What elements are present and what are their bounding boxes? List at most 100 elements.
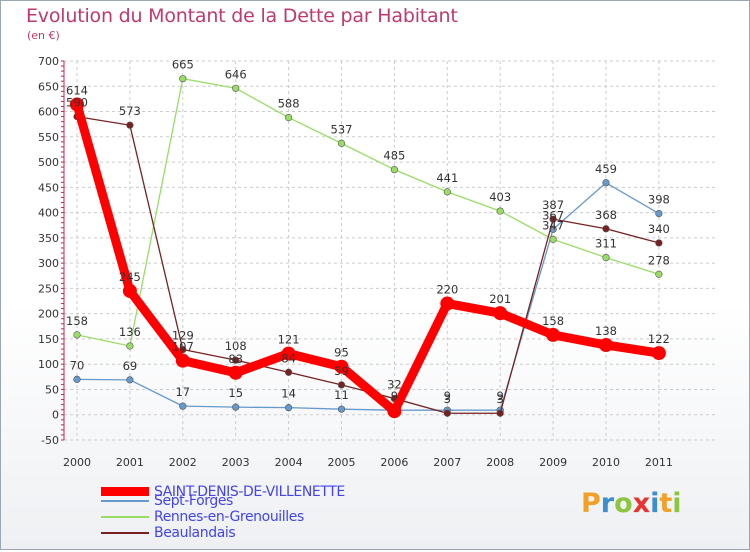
legend-swatch (101, 532, 149, 534)
data-point (126, 376, 134, 384)
data-label: 646 (225, 67, 247, 81)
data-point (334, 359, 349, 374)
chart-title: Evolution du Montant de la Dette par Hab… (26, 5, 458, 27)
data-label: 368 (595, 208, 617, 222)
y-tick-label: 100 (38, 358, 59, 371)
data-point (126, 342, 134, 350)
data-label: 14 (281, 387, 296, 401)
y-tick-label: 50 (45, 383, 59, 396)
data-point (73, 375, 81, 383)
data-point (549, 215, 557, 223)
data-label: 459 (595, 162, 617, 176)
data-label: 398 (648, 193, 670, 207)
data-label: 158 (542, 314, 564, 328)
data-point (122, 283, 137, 298)
data-point (655, 270, 663, 278)
data-point (655, 239, 663, 247)
x-tick-label: 2007 (433, 456, 461, 469)
data-point (73, 331, 81, 339)
logo-letter: P (581, 488, 601, 519)
data-point (175, 353, 190, 368)
x-tick-label: 2009 (539, 456, 567, 469)
data-label: 403 (489, 190, 511, 204)
data-label: 129 (172, 329, 194, 343)
y-tick-label: 650 (38, 80, 59, 93)
data-label: 158 (66, 314, 88, 328)
data-point (599, 337, 613, 352)
legend-label: Sept-Forges (154, 493, 233, 509)
data-label: 17 (175, 385, 190, 399)
data-point (496, 207, 504, 215)
data-label: 485 (383, 149, 405, 163)
y-tick-label: 300 (38, 257, 59, 270)
data-point (602, 225, 610, 233)
y-tick-label: 400 (38, 207, 59, 220)
x-tick-label: 2003 (222, 456, 250, 469)
y-tick-label: 450 (38, 181, 59, 194)
data-label: 69 (123, 359, 138, 373)
data-label: 441 (436, 171, 458, 185)
data-point (443, 188, 451, 196)
legend-swatch (101, 500, 149, 502)
data-label: 70 (70, 358, 85, 372)
data-point (496, 409, 504, 417)
x-tick-label: 2000 (63, 456, 91, 469)
data-label: 537 (331, 122, 353, 136)
data-point (549, 235, 557, 243)
data-label: 122 (648, 332, 670, 346)
legend-label: Beaulandais (154, 525, 236, 541)
x-tick-label: 2004 (275, 456, 303, 469)
data-point (179, 75, 187, 83)
data-point (285, 113, 293, 122)
data-point (232, 356, 240, 364)
legend-label: Rennes-en-Grenouilles (154, 509, 304, 525)
x-tick-label: 2002 (169, 456, 197, 469)
data-point (285, 404, 293, 412)
legend-label: SAINT-DENIS-DE-VILLENETTE (154, 484, 345, 500)
data-label: 84 (281, 351, 296, 365)
data-point (655, 210, 663, 218)
y-tick-label: 250 (38, 282, 59, 295)
legend-swatch (101, 487, 149, 496)
chart-subtitle: (en €) (27, 29, 60, 42)
data-point (440, 296, 455, 311)
data-label: 108 (225, 339, 247, 353)
logo-letter: o (614, 488, 633, 519)
data-label: 340 (648, 222, 670, 236)
data-label: 590 (66, 96, 88, 110)
x-tick-label: 2006 (380, 456, 408, 469)
data-label: 3 (497, 392, 504, 406)
data-point (281, 346, 296, 361)
data-label: 107 (172, 340, 194, 354)
data-point (602, 253, 610, 262)
data-label: 59 (334, 364, 349, 378)
data-point (232, 84, 240, 92)
logo-letter: i (672, 488, 682, 519)
data-label: 83 (228, 352, 243, 366)
data-label: 95 (334, 346, 349, 360)
y-tick-label: 500 (38, 156, 59, 169)
series-line (72, 99, 664, 416)
data-point (337, 139, 346, 147)
data-label: 665 (172, 58, 194, 72)
data-label: 311 (595, 237, 617, 251)
data-label: 387 (542, 198, 564, 212)
x-tick-label: 2010 (592, 456, 620, 469)
data-point (179, 402, 187, 410)
data-point (443, 409, 451, 417)
data-point (387, 404, 402, 419)
data-point (546, 327, 561, 342)
data-point (232, 403, 240, 411)
data-label: 573 (119, 104, 141, 118)
y-tick-label: 700 (38, 55, 59, 68)
data-label: 347 (542, 218, 564, 232)
data-label: 220 (436, 283, 458, 297)
y-tick-label: 150 (38, 333, 59, 346)
data-point (126, 121, 134, 129)
data-label: 245 (119, 270, 141, 284)
data-label: 11 (334, 388, 349, 402)
data-label: 3 (444, 392, 451, 406)
data-label: 138 (595, 324, 617, 338)
logo-letter: i (650, 488, 660, 519)
